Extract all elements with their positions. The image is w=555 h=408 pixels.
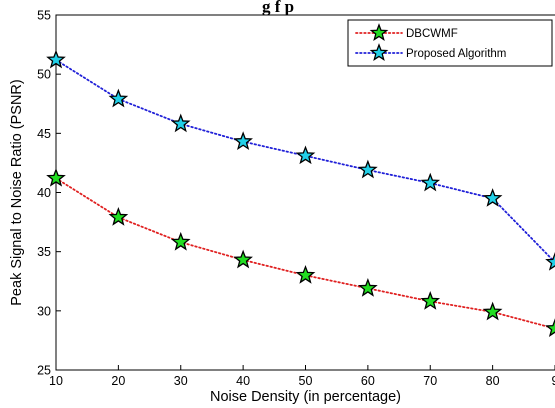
data-point <box>46 167 66 187</box>
data-point <box>358 278 378 297</box>
y-tick-label: 40 <box>37 186 51 200</box>
data-point <box>295 264 316 284</box>
y-tick-label: 45 <box>37 127 51 141</box>
plot-area <box>55 14 555 371</box>
x-tick-label: 30 <box>174 374 188 388</box>
y-tick-label: 55 <box>37 9 51 23</box>
y-tick-label: 30 <box>37 304 51 318</box>
data-point <box>46 49 66 69</box>
legend-marker <box>369 43 389 61</box>
x-tick-label: 9 <box>552 374 555 388</box>
data-point <box>482 301 503 321</box>
series-2 <box>46 49 555 271</box>
data-point <box>482 188 503 207</box>
data-point <box>545 318 555 337</box>
data-point <box>108 88 129 108</box>
data-point <box>108 207 129 226</box>
data-point <box>545 251 555 271</box>
series-1 <box>46 167 555 337</box>
data-point <box>420 172 441 192</box>
x-tick-label: 60 <box>361 374 375 388</box>
y-tick-label: 25 <box>37 364 51 378</box>
axis-ticks: 25 30 35 40 45 50 55 10 20 30 40 50 60 70 80 9 <box>37 9 555 388</box>
legend-label: DBCWMF <box>406 28 458 40</box>
legend: DBCWMF Proposed Algorithm <box>347 19 553 67</box>
y-tick-label: 50 <box>37 68 51 82</box>
x-tick-label: 10 <box>49 374 63 388</box>
data-point <box>233 249 253 269</box>
x-tick-label: 40 <box>236 374 250 388</box>
data-point <box>170 231 191 251</box>
data-point <box>295 145 316 165</box>
x-tick-label: 20 <box>111 374 125 388</box>
y-axis-label: Peak Signal to Noise Ratio (PSNR) <box>9 79 25 305</box>
y-tick-label: 35 <box>37 245 51 259</box>
series-layer <box>46 49 555 337</box>
chart-title: g f p <box>262 0 294 16</box>
x-axis-label: Noise Density (in percentage) <box>210 389 401 405</box>
x-tick-label: 70 <box>423 374 437 388</box>
legend-label: Proposed Algorithm <box>406 48 506 60</box>
data-point <box>233 131 253 150</box>
x-tick-label: 80 <box>486 374 500 388</box>
legend-marker <box>369 23 389 41</box>
series-line <box>55 59 555 264</box>
data-point <box>420 291 441 310</box>
data-point <box>170 113 191 133</box>
data-point <box>358 159 378 179</box>
x-tick-label: 50 <box>299 374 313 388</box>
